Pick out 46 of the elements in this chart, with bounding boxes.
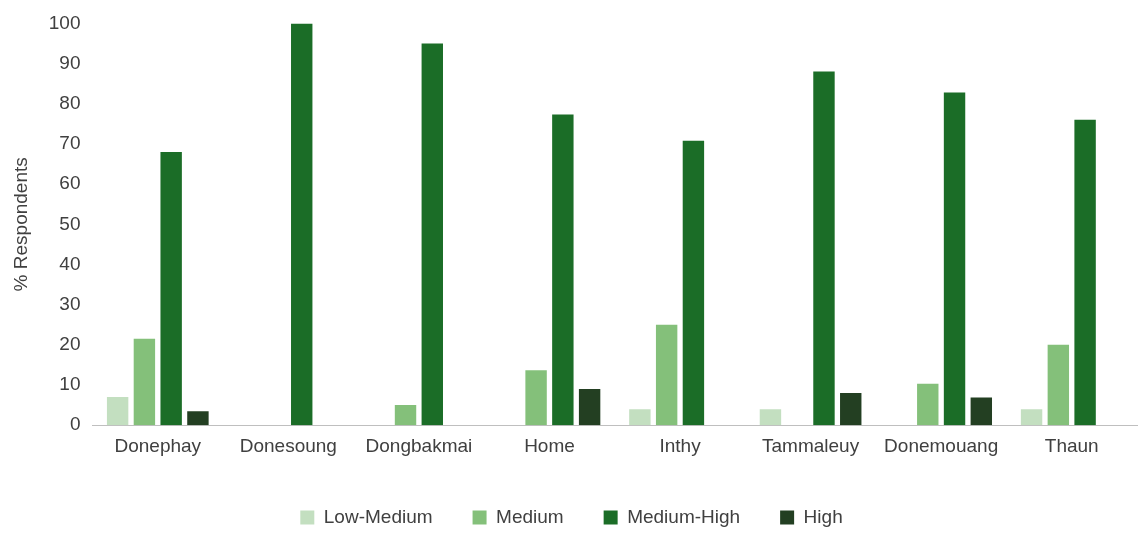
y-axis-title: % Respondents — [9, 157, 31, 292]
x-tick-label: Donesoung — [239, 434, 337, 456]
bar — [682, 140, 705, 426]
bar — [133, 338, 156, 426]
y-tick-label: 80 — [59, 91, 81, 113]
y-tick-label: 50 — [59, 212, 81, 234]
legend-label: Low-Medium — [323, 505, 433, 527]
bar — [552, 114, 574, 426]
bar — [813, 71, 835, 426]
bar — [187, 411, 209, 426]
bar — [917, 383, 939, 426]
bar — [160, 151, 182, 426]
bar — [421, 43, 443, 426]
bar — [629, 409, 651, 426]
y-tick-label: 0 — [69, 413, 81, 435]
bar — [1020, 409, 1043, 426]
bar — [655, 324, 678, 426]
legend-label: Medium-High — [627, 505, 741, 527]
bar — [759, 409, 782, 426]
bar — [291, 23, 313, 426]
legend-label: High — [803, 505, 843, 527]
x-tick-label: Donephay — [114, 434, 202, 456]
y-tick-label: 70 — [59, 132, 81, 154]
x-tick-label: Home — [524, 434, 575, 456]
bar — [840, 393, 862, 426]
y-tick-label: 20 — [59, 333, 81, 355]
legend-label: Medium — [496, 505, 564, 527]
bar — [1074, 119, 1096, 426]
bar — [970, 397, 993, 426]
bar — [525, 370, 547, 426]
bar — [1047, 344, 1070, 426]
x-tick-label: Tammaleuy — [762, 434, 860, 456]
x-tick-label: Thaun — [1044, 434, 1099, 456]
bar — [394, 405, 417, 426]
bar — [943, 92, 966, 426]
y-tick-label: 60 — [59, 172, 81, 194]
y-tick-label: 10 — [59, 373, 81, 395]
bar — [578, 389, 601, 426]
x-tick-label: Donemouang — [884, 434, 999, 456]
y-tick-label: 90 — [59, 51, 81, 73]
y-tick-label: 100 — [48, 11, 81, 33]
y-tick-label: 30 — [59, 292, 81, 314]
bar — [106, 397, 129, 426]
x-tick-label: Dongbakmai — [365, 434, 473, 456]
x-tick-label: Inthy — [659, 434, 702, 456]
y-tick-label: 40 — [59, 252, 81, 274]
